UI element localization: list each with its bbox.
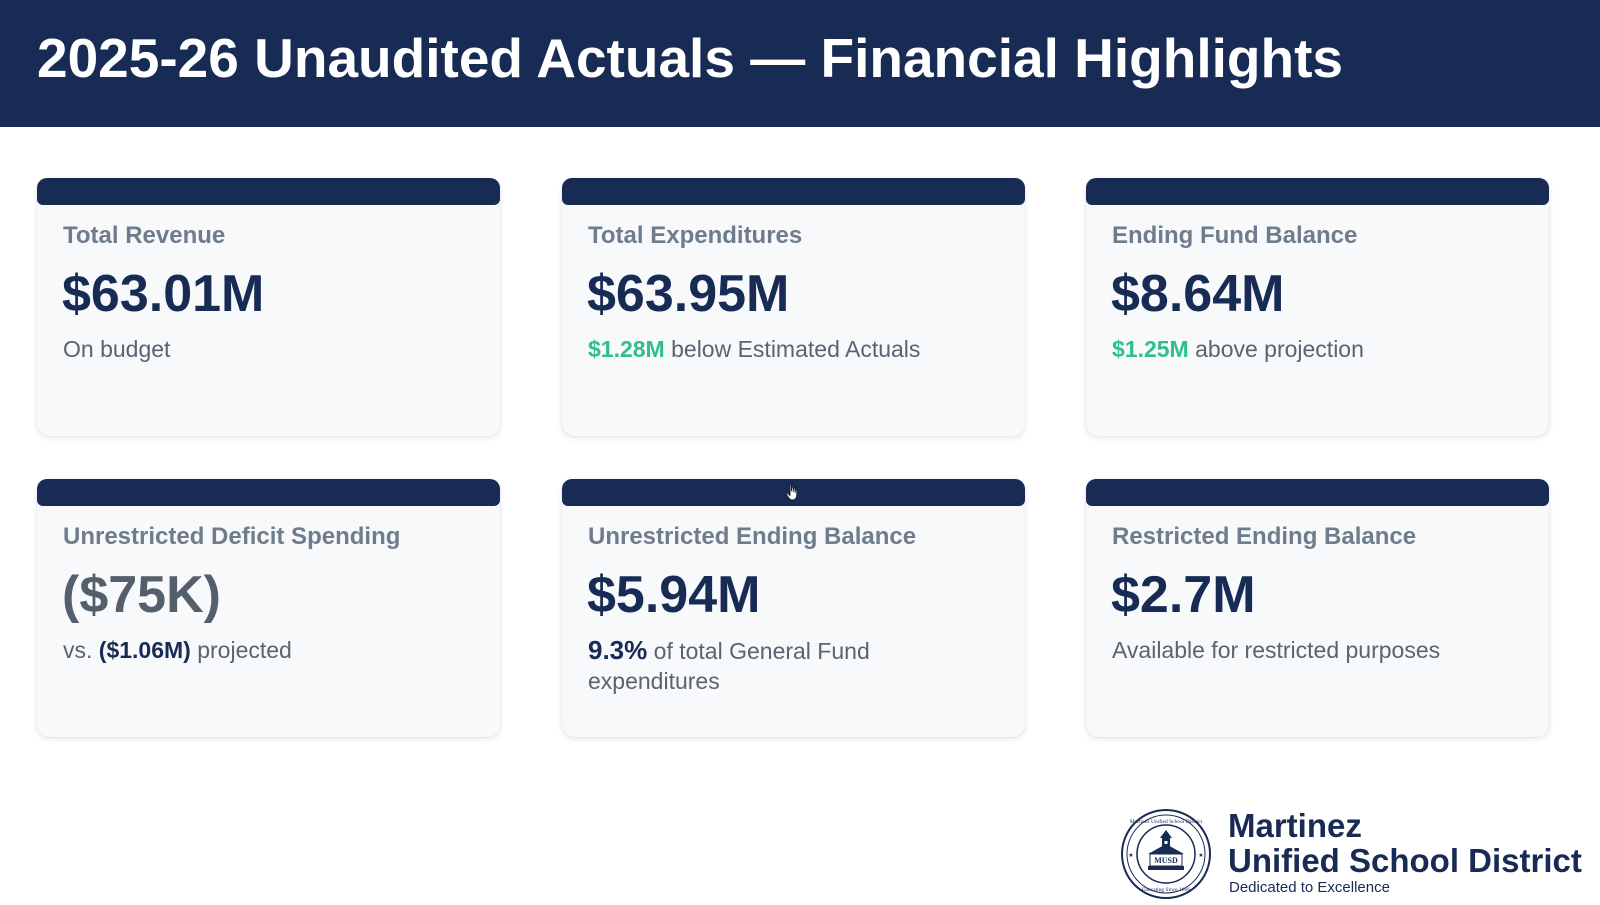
- comparison-prefix: vs.: [63, 637, 99, 663]
- card-unrestricted-deficit-spending: Unrestricted Deficit Spending ($75K) vs.…: [37, 479, 500, 737]
- card-restricted-ending-balance: Restricted Ending Balance $2.7M Availabl…: [1086, 479, 1549, 737]
- projected-amount: ($1.06M): [98, 637, 191, 663]
- card-label: Total Expenditures: [588, 222, 803, 249]
- card-header-bar: [562, 178, 1025, 205]
- card-value: $63.95M: [587, 265, 790, 323]
- card-total-expenditures: Total Expenditures $63.95M $1.28M below …: [562, 178, 1025, 436]
- card-note: On budget: [63, 336, 171, 362]
- district-seal-icon: Martinez Unified School District Educati…: [1120, 808, 1212, 900]
- seal-ring-bottom: Educating Since 1866: [1142, 887, 1191, 893]
- variance-text: above projection: [1188, 336, 1364, 362]
- district-name-line1: Martinez: [1228, 807, 1362, 844]
- variance-text: below Estimated Actuals: [664, 336, 921, 362]
- card-label: Ending Fund Balance: [1112, 222, 1358, 249]
- card-total-revenue: Total Revenue $63.01M On budget: [37, 178, 500, 436]
- card-label: Unrestricted Ending Balance: [588, 523, 917, 550]
- svg-text:★: ★: [1128, 852, 1133, 859]
- card-note: 9.3% of total General Fund expenditures: [588, 635, 918, 696]
- card-note: $1.25M above projection: [1112, 334, 1522, 364]
- card-label: Restricted Ending Balance: [1112, 523, 1417, 550]
- variance-amount: $1.25M: [1112, 336, 1189, 362]
- card-label: Unrestricted Deficit Spending: [63, 523, 401, 550]
- percentage-value: 9.3%: [588, 635, 648, 665]
- card-unrestricted-ending-balance: Unrestricted Ending Balance $5.94M 9.3% …: [562, 479, 1025, 737]
- card-value: $8.64M: [1111, 265, 1285, 323]
- card-value: $63.01M: [62, 265, 265, 323]
- card-note: $1.28M below Estimated Actuals: [588, 334, 998, 364]
- hand-cursor-icon: [785, 484, 801, 502]
- variance-amount: $1.28M: [588, 336, 665, 362]
- card-value: ($75K): [62, 566, 221, 624]
- seal-ring-top: Martinez Unified School District: [1130, 818, 1203, 825]
- card-note: Available for restricted purposes: [1112, 637, 1441, 663]
- card-header-bar: [37, 178, 500, 205]
- card-ending-fund-balance: Ending Fund Balance $8.64M $1.25M above …: [1086, 178, 1549, 436]
- card-header-bar: [37, 479, 500, 506]
- percentage-text: of total General Fund expenditures: [588, 638, 870, 694]
- card-value: $5.94M: [587, 566, 761, 624]
- district-tagline: Dedicated to Excellence: [1229, 879, 1390, 896]
- card-header-bar: [1086, 178, 1549, 205]
- seal-acronym: MUSD: [1154, 856, 1178, 865]
- header-banner: 2025-26 Unaudited Actuals — Financial Hi…: [0, 0, 1600, 127]
- district-name-line2: Unified School District: [1228, 842, 1582, 879]
- comparison-text: projected: [190, 637, 292, 663]
- card-header-bar: [1086, 479, 1549, 506]
- svg-text:★: ★: [1198, 852, 1203, 859]
- page-title: 2025-26 Unaudited Actuals — Financial Hi…: [37, 27, 1344, 89]
- card-note: vs. ($1.06M) projected: [63, 635, 473, 665]
- card-value: $2.7M: [1111, 566, 1256, 624]
- card-label: Total Revenue: [63, 222, 226, 249]
